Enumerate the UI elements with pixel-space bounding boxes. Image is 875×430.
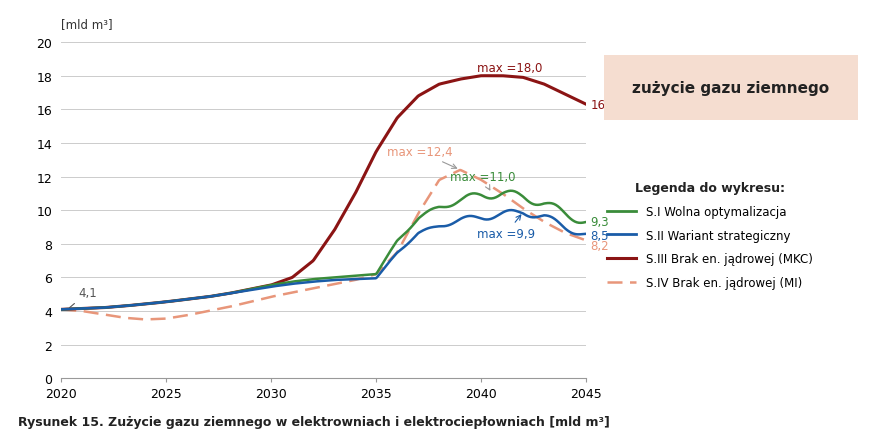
Text: 9,3: 9,3 [591,216,609,229]
Text: zużycie gazu ziemnego: zużycie gazu ziemnego [632,81,830,95]
Text: 8,5: 8,5 [591,229,609,243]
Text: max =9,9: max =9,9 [477,215,536,241]
Legend: S.I Wolna optymalizacja, S.II Wariant strategiczny, S.III Brak en. jądrowej (MKC: S.I Wolna optymalizacja, S.II Wariant st… [602,177,817,294]
Text: max =18,0: max =18,0 [477,61,542,75]
Text: 4,1: 4,1 [70,286,97,308]
Text: 16,3: 16,3 [591,98,617,111]
Text: Rysunek 15. Zużycie gazu ziemnego w elektrowniach i elektrociepłowniach [mld m³]: Rysunek 15. Zużycie gazu ziemnego w elek… [18,415,609,428]
Text: 8,2: 8,2 [591,240,609,252]
Text: max =11,0: max =11,0 [450,171,515,190]
Text: [mld m³]: [mld m³] [61,18,113,31]
Text: max =12,4: max =12,4 [387,145,457,169]
